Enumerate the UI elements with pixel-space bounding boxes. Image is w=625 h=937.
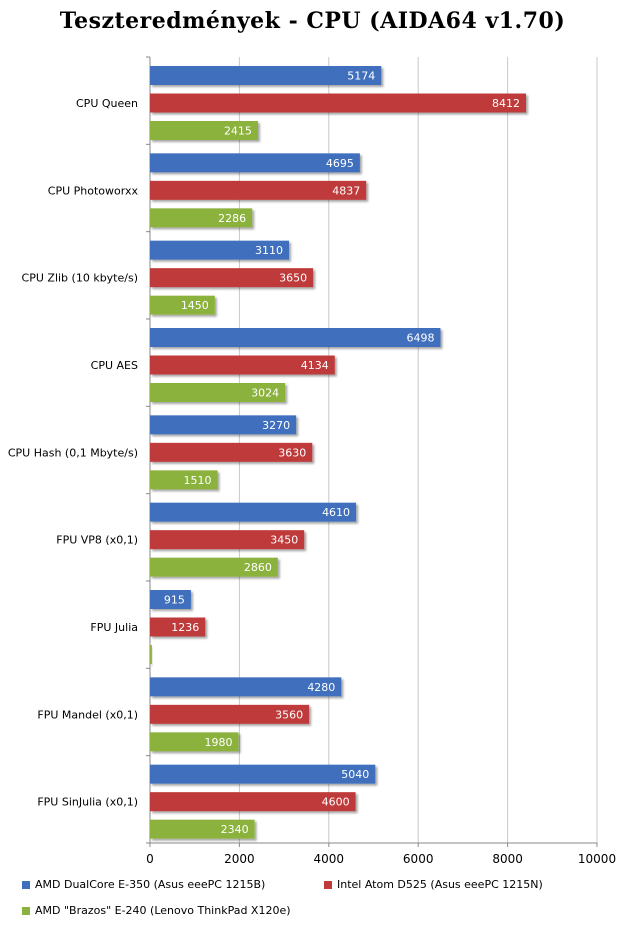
data-label: 3024: [251, 387, 279, 400]
bar: [150, 442, 313, 462]
data-label: 42: [132, 649, 146, 662]
data-label: 3270: [262, 419, 290, 432]
data-label: 1980: [205, 736, 233, 749]
legend-label: AMD "Brazos" E-240 (Lenovo ThinkPad X120…: [35, 904, 291, 917]
bar: [150, 153, 360, 173]
category-label: CPU AES: [91, 359, 138, 372]
bar: [150, 764, 376, 784]
bar: [150, 732, 239, 752]
x-tick-label: 10000: [578, 852, 616, 866]
data-label: 915: [164, 594, 185, 607]
data-label: 1236: [171, 621, 199, 634]
bar: [150, 617, 206, 637]
x-tick-label: 2000: [224, 852, 255, 866]
data-label: 4695: [326, 157, 354, 170]
chart-title: Teszteredmények - CPU (AIDA64 v1.70): [59, 8, 566, 34]
bar: [150, 355, 335, 375]
data-label: 4610: [322, 506, 350, 519]
bar: [150, 208, 253, 228]
data-label: 4280: [307, 681, 335, 694]
legend-swatch: [22, 880, 30, 889]
x-tick-label: 8000: [492, 852, 523, 866]
x-tick-label: 4000: [314, 852, 345, 866]
bar: [150, 677, 342, 697]
legend-item: AMD "Brazos" E-240 (Lenovo ThinkPad X120…: [22, 904, 291, 917]
bar: [150, 415, 297, 435]
data-label: 2860: [244, 561, 272, 574]
data-label: 5040: [341, 768, 369, 781]
data-label: 4600: [322, 796, 350, 809]
bar: [150, 240, 290, 260]
data-label: 3650: [279, 272, 307, 285]
bar: [150, 383, 286, 402]
bar: [150, 470, 218, 490]
data-label: 2340: [221, 823, 249, 836]
data-label: 2415: [224, 125, 252, 138]
data-label: 4837: [332, 184, 360, 197]
data-label: 3560: [275, 708, 303, 721]
category-label: FPU Julia: [90, 621, 138, 634]
x-tick-label: 0: [146, 852, 154, 866]
legend-swatch: [22, 906, 30, 915]
data-label: 6498: [406, 332, 434, 345]
bar: [150, 268, 314, 288]
legend-item: AMD DualCore E-350 (Asus eeePC 1215B): [22, 878, 265, 891]
data-label: 5174: [347, 70, 375, 83]
legend-item: Intel Atom D525 (Asus eeePC 1215N): [324, 878, 543, 891]
legend-swatch: [324, 880, 332, 889]
bar: [150, 792, 356, 812]
bar: [150, 121, 258, 140]
category-label: FPU SinJulia (x0,1): [37, 796, 138, 809]
data-label: 2286: [218, 212, 246, 225]
bar: [150, 295, 215, 315]
bar: [150, 557, 278, 577]
data-label: 3110: [255, 244, 283, 257]
bar: [150, 530, 305, 550]
data-label: 3630: [278, 446, 306, 459]
category-label: FPU VP8 (x0,1): [56, 534, 138, 547]
legend-label: Intel Atom D525 (Asus eeePC 1215N): [337, 878, 543, 891]
data-label: 1510: [183, 474, 211, 487]
category-label: CPU Zlib (10 kbyte/s): [22, 272, 138, 285]
bar: [150, 819, 255, 839]
legend-label: AMD DualCore E-350 (Asus eeePC 1215B): [35, 878, 266, 891]
category-label: CPU Queen: [76, 97, 138, 110]
category-label: CPU Photoworxx: [48, 184, 139, 197]
data-label: 1450: [181, 299, 209, 312]
bar: [150, 66, 382, 85]
bar: [150, 645, 152, 664]
bar: [150, 328, 441, 347]
bar: [150, 502, 357, 522]
bar: [150, 704, 310, 724]
category-label: CPU Hash (0,1 Mbyte/s): [8, 446, 138, 459]
bar: [150, 180, 367, 200]
data-label: 8412: [492, 97, 520, 110]
x-tick-label: 6000: [403, 852, 434, 866]
data-label: 3450: [270, 534, 298, 547]
bar: [150, 93, 527, 113]
category-label: FPU Mandel (x0,1): [37, 708, 138, 721]
bar: [150, 590, 191, 609]
data-label: 4134: [301, 359, 329, 372]
